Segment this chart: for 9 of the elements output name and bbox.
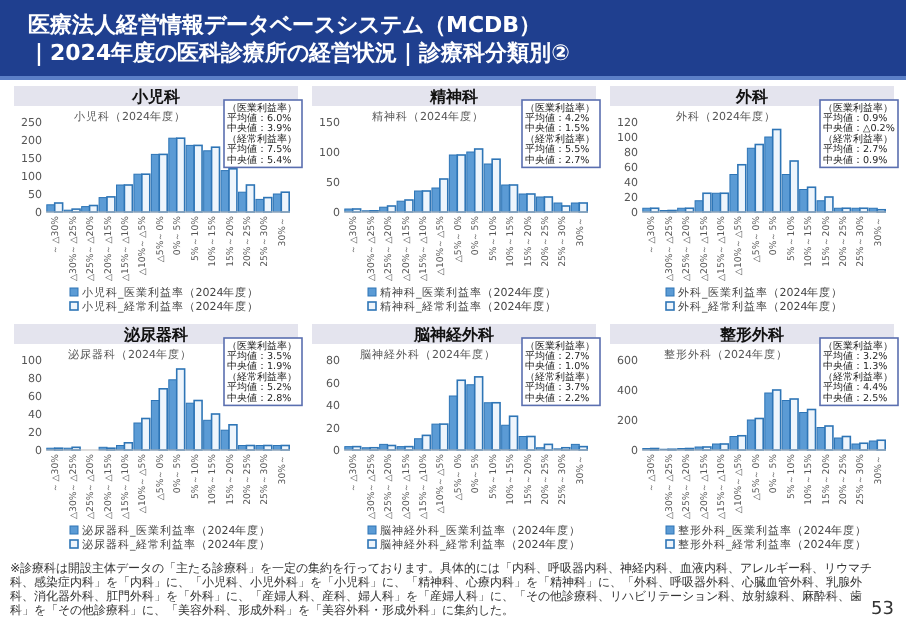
- chart-title: 小児科: [130, 88, 180, 106]
- chart-title: 泌尿器科: [122, 326, 188, 344]
- chart-title: 精神科: [428, 88, 478, 106]
- chart-title: 脳神経外科: [412, 326, 494, 344]
- text: ｜2024年度の医科診療所の経営状況｜診療科分類別②: [28, 40, 570, 66]
- chart-title: 整形外科: [718, 326, 784, 344]
- text: 53: [871, 600, 894, 620]
- chart-title: 外科: [734, 88, 768, 106]
- text: 医療法人経営情報データベースシステム（MCDB）: [28, 12, 542, 38]
